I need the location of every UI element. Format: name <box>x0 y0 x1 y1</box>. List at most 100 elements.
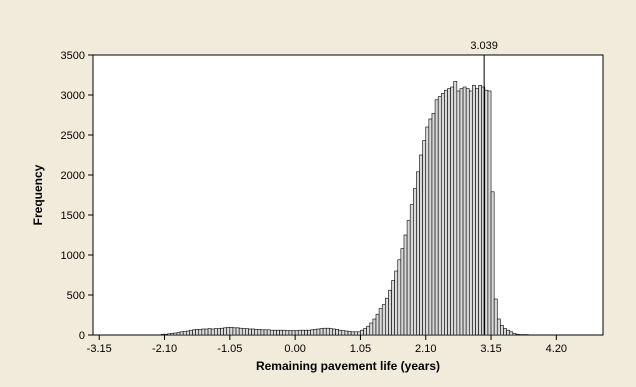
histogram-bar <box>379 309 382 335</box>
histogram-bar <box>193 330 196 335</box>
histogram-bar <box>413 189 416 335</box>
histogram-bar <box>177 333 180 335</box>
x-tick-label: 2.10 <box>415 343 436 355</box>
histogram-bar <box>398 260 401 335</box>
histogram-bar <box>270 330 273 335</box>
histogram-bar <box>466 89 469 335</box>
histogram-bar <box>429 119 432 335</box>
histogram-bar <box>373 319 376 335</box>
histogram-bar <box>348 331 351 335</box>
histogram-bar <box>211 329 214 335</box>
histogram-bar <box>448 89 451 335</box>
histogram-bar <box>420 155 423 335</box>
histogram-bar <box>336 329 339 335</box>
histogram-bar <box>208 329 211 335</box>
histogram-bar <box>357 332 360 335</box>
histogram-bar <box>236 328 239 335</box>
histogram-bar <box>510 332 513 335</box>
histogram-bar <box>472 85 475 335</box>
histogram-bar <box>432 113 435 335</box>
y-tick-label: 3000 <box>61 90 85 102</box>
histogram-bar <box>171 333 174 335</box>
y-tick-label: 1500 <box>61 210 85 222</box>
y-tick-label: 3500 <box>61 50 85 62</box>
histogram-bar <box>385 298 388 335</box>
histogram-bar <box>392 281 395 335</box>
histogram-bar <box>273 330 276 335</box>
histogram-bar <box>457 91 460 335</box>
histogram-bar <box>516 334 519 335</box>
histogram-bar <box>311 330 314 335</box>
histogram-bar <box>507 330 510 335</box>
histogram-bar <box>245 329 248 335</box>
histogram-bar <box>382 305 385 335</box>
histogram-bar <box>255 329 258 335</box>
histogram-bar <box>233 328 236 335</box>
histogram-bar <box>364 329 367 335</box>
histogram-bar <box>242 329 245 335</box>
histogram-bar <box>494 299 497 335</box>
y-tick-label: 0 <box>79 330 85 342</box>
histogram-bar <box>339 330 342 335</box>
histogram-bar <box>476 89 479 335</box>
histogram-bar <box>404 235 407 335</box>
histogram-bar <box>304 330 307 335</box>
histogram-bar <box>286 331 289 335</box>
histogram-bar <box>196 329 199 335</box>
histogram-bar <box>217 329 220 335</box>
reference-line-label: 3.039 <box>470 40 498 52</box>
histogram-bar <box>469 91 472 335</box>
histogram-bar <box>189 330 192 335</box>
histogram-bar <box>401 249 404 335</box>
x-axis-label: Remaining pavement life (years) <box>256 359 440 373</box>
y-tick-label: 500 <box>67 290 85 302</box>
histogram-bar <box>202 329 205 335</box>
histogram-bar <box>451 87 454 335</box>
histogram-bar <box>295 331 298 335</box>
histogram-bar <box>463 87 466 335</box>
histogram-bar <box>491 192 494 335</box>
histogram-bar <box>258 329 261 335</box>
histogram-bar <box>289 331 292 335</box>
histogram-bar <box>351 332 354 335</box>
histogram-bar <box>308 330 311 335</box>
histogram-bar <box>183 331 186 335</box>
histogram-bar <box>227 327 230 335</box>
histogram-bar <box>323 328 326 335</box>
histogram-bar <box>354 332 357 335</box>
histogram-bar <box>395 271 398 335</box>
histogram-bar <box>513 333 516 335</box>
histogram-bar <box>416 172 419 335</box>
histogram-bar <box>264 330 267 335</box>
histogram-bar <box>165 334 168 335</box>
histogram-bar <box>488 91 491 335</box>
histogram-bar <box>199 329 202 335</box>
histogram-bar <box>360 330 363 335</box>
histogram-bar <box>441 93 444 335</box>
histogram-bar <box>180 332 183 335</box>
histogram-bar <box>407 221 410 335</box>
x-tick-label: 3.15 <box>480 343 501 355</box>
y-tick-label: 1000 <box>61 250 85 262</box>
histogram-bar <box>168 334 171 335</box>
histogram-bar <box>252 329 255 335</box>
histogram-bar <box>342 331 345 335</box>
histogram-bar <box>326 328 329 335</box>
histogram-bar <box>410 205 413 335</box>
histogram-bar <box>283 330 286 335</box>
histogram-bar <box>276 330 279 335</box>
x-tick-label: -1.05 <box>217 343 242 355</box>
histogram-bar <box>221 328 224 335</box>
histogram-bar <box>261 330 264 335</box>
histogram-bar <box>298 330 301 335</box>
histogram-bar <box>239 328 242 335</box>
histogram-bar <box>292 331 295 335</box>
histogram-bar <box>186 331 189 335</box>
histogram-bar <box>205 329 208 335</box>
histogram-bar <box>485 90 488 335</box>
histogram-bar <box>345 331 348 335</box>
histogram-bar <box>248 329 251 335</box>
histogram-bar <box>460 89 463 335</box>
